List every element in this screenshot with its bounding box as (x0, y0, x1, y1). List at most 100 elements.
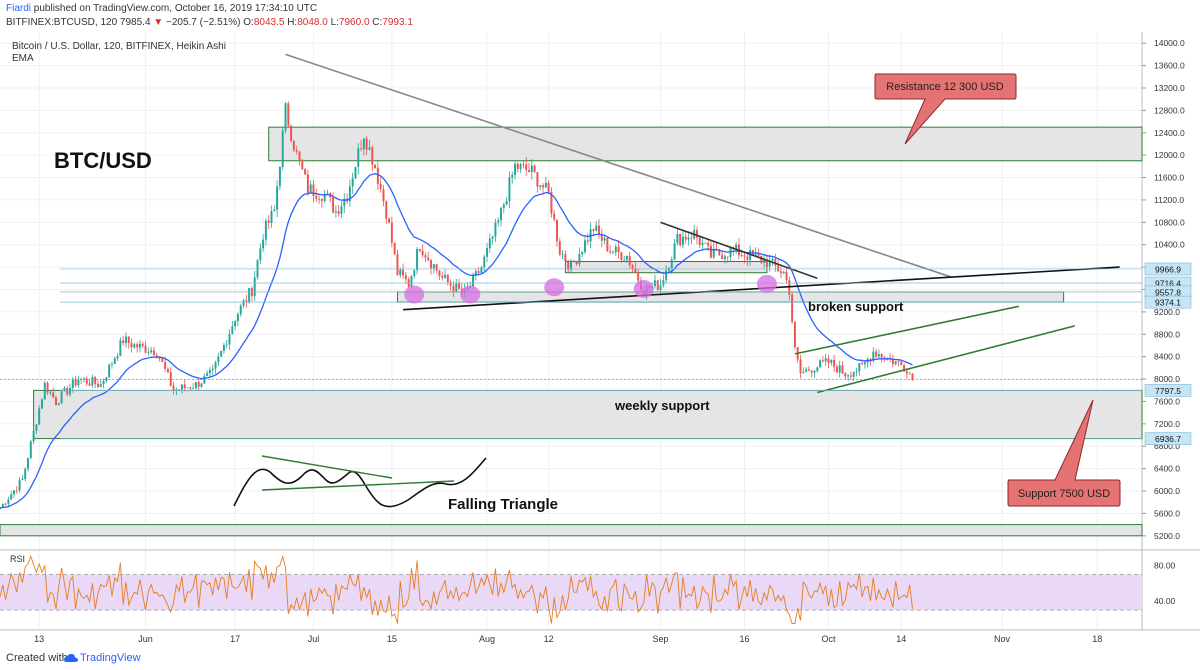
candle-body (194, 381, 197, 389)
candle-body (239, 305, 242, 315)
candle-body (553, 213, 556, 220)
candle-body (234, 321, 237, 327)
candle-body (57, 403, 60, 405)
resistance-callout[interactable]: Resistance 12 300 USD (874, 73, 1017, 145)
candle-body (245, 300, 248, 302)
candle-body (581, 252, 584, 255)
candle-body (292, 141, 295, 150)
candle-body (544, 182, 547, 188)
price-tick-label: 12400.0 (1154, 128, 1185, 138)
candle-body (284, 103, 287, 131)
time-tick-label: Jul (308, 634, 320, 644)
candle-body (200, 383, 203, 387)
candle-body (264, 220, 267, 240)
open-label: O: (243, 17, 254, 28)
candle-body (458, 283, 461, 289)
candle-body (774, 258, 777, 266)
candle-body (561, 254, 564, 255)
time-tick-label: 17 (230, 634, 240, 644)
high-value: 8048.0 (297, 17, 328, 28)
price-tick-label: 14000.0 (1154, 38, 1185, 48)
price-tick-label: 5200.0 (1154, 531, 1180, 541)
resistance-zone (268, 126, 1143, 162)
author-link[interactable]: Fiardi (6, 3, 32, 14)
candle-body (161, 358, 164, 363)
grid (0, 32, 1200, 631)
candle-body (318, 198, 321, 200)
candle-body (136, 344, 139, 348)
high-label: H: (287, 17, 298, 28)
candle-body (390, 222, 393, 243)
candle-body (362, 138, 365, 150)
rsi-tick-label: 40.00 (1154, 596, 1176, 606)
candle-body (491, 236, 494, 239)
btcusd-chart[interactable]: 5200.0 5600.0 6000.0 6400.0 6800.0 7200.0 7600… (0, 32, 1200, 648)
time-tick-label: Nov (994, 634, 1011, 644)
candle-body (525, 164, 528, 171)
candle-body (385, 201, 388, 219)
candle-body (564, 254, 567, 262)
candle-body (388, 218, 391, 223)
candle-body (452, 285, 455, 292)
candle-body (438, 270, 441, 276)
level-label: 9966.9 (1155, 264, 1181, 274)
publish-line: Fiardi published on TradingView.com, Oct… (6, 3, 317, 14)
candle-body (844, 373, 847, 377)
candle-body (805, 369, 808, 372)
price-tick-label: 13600.0 (1154, 61, 1185, 71)
bounce-marker (404, 285, 425, 304)
candle-body (416, 249, 419, 271)
candle-body (838, 365, 841, 373)
candle-body (819, 360, 822, 368)
candle-body (189, 387, 192, 389)
candle-body (1, 503, 4, 508)
level-badge (1144, 295, 1192, 309)
support-callout[interactable]: Support 7500 USD (1007, 399, 1121, 507)
candle-body (486, 248, 489, 257)
candle-body (287, 103, 290, 126)
level-label: 7797.5 (1155, 386, 1181, 396)
candle-body (262, 239, 265, 249)
candle-body (320, 199, 323, 201)
tradingview-link[interactable]: TradingView (64, 652, 141, 664)
candle-body (810, 370, 813, 373)
candle-body (360, 148, 363, 150)
candle-body (634, 268, 637, 273)
time-tick-label: 14 (896, 634, 906, 644)
tradingview-cloud-icon (64, 654, 78, 663)
candle-body (27, 458, 29, 469)
price-axis[interactable]: 5200.0 5600.0 6000.0 6400.0 6800.0 7200.0 7600… (1142, 38, 1192, 541)
candle-body (71, 379, 74, 389)
candle-body (522, 164, 525, 165)
candle-body (49, 392, 52, 394)
candle-body (603, 238, 606, 241)
symbol-label: BITFINEX:BTCUSD, 120 (6, 17, 118, 28)
candle-body (410, 276, 413, 288)
weekly-support-label: weekly support (614, 398, 710, 413)
price-tick-label: 13200.0 (1154, 83, 1185, 93)
candle-body (488, 238, 491, 249)
candle-body (500, 207, 503, 221)
candle-body (827, 358, 830, 363)
candle-body (301, 160, 304, 170)
candle-body (679, 233, 682, 246)
candle-body (782, 271, 785, 274)
candle-body (133, 344, 136, 348)
price-tick-label: 12800.0 (1154, 105, 1185, 115)
candle-body (343, 198, 346, 207)
candle-body (124, 336, 127, 344)
candle-body (623, 259, 626, 261)
candle-body (903, 365, 906, 372)
candle-body (259, 248, 262, 261)
candle-body (578, 254, 581, 264)
time-axis[interactable]: 13 Jun 17 Jul 15 Aug 12 Sep 16 Oct 14 Nov 18 (34, 634, 1102, 644)
candle-body (875, 351, 878, 357)
candle-body (656, 280, 659, 291)
candle-body (368, 147, 371, 150)
candle-body (186, 387, 189, 389)
tradingview-brand: TradingView (80, 652, 141, 664)
candle-body (309, 184, 312, 194)
candle-body (505, 201, 508, 205)
price-tick-label: 8800.0 (1154, 329, 1180, 339)
candle-body (242, 300, 245, 306)
